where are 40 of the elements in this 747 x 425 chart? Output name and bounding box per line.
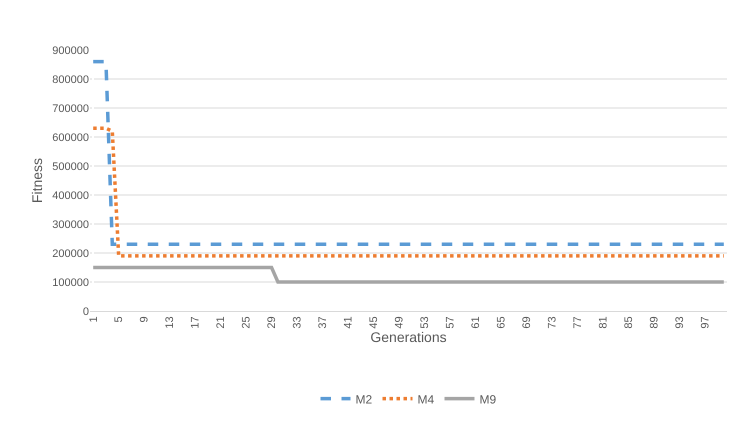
y-tick-label: 300000: [52, 218, 89, 231]
x-tick-label: 69: [520, 316, 533, 329]
x-tick-label: 41: [342, 316, 355, 329]
x-tick-label: 37: [317, 316, 330, 329]
x-tick-label: 45: [368, 316, 380, 329]
x-tick-label: 93: [674, 316, 686, 329]
y-tick-label: 100000: [52, 276, 89, 289]
x-tick-label: 65: [495, 316, 508, 329]
x-tick-label: 25: [240, 316, 253, 329]
x-tick-label: 49: [394, 316, 406, 329]
x-tick-label: 53: [419, 316, 432, 329]
y-tick-label: 500000: [52, 160, 89, 173]
x-tick-label: 33: [292, 316, 304, 329]
y-tick-label: 0: [82, 306, 89, 318]
legend-label: M9: [479, 392, 496, 406]
x-tick-label: 5: [113, 316, 126, 323]
y-tick-label: 200000: [52, 248, 89, 260]
y-tick-label: 800000: [52, 74, 89, 86]
y-tick-label: 400000: [52, 190, 89, 202]
x-tick-label: 97: [699, 316, 712, 329]
x-tick-label: 1: [88, 316, 100, 323]
x-tick-label: 73: [546, 316, 558, 329]
x-tick-label: 17: [190, 316, 202, 329]
x-tick-label: 29: [266, 316, 278, 329]
x-axis-title: Generations: [370, 328, 447, 345]
x-tick-label: 57: [444, 316, 456, 329]
legend-label: M2: [356, 392, 372, 406]
x-tick-label: 13: [164, 316, 176, 329]
x-tick-label: 61: [470, 316, 482, 329]
x-tick-label: 89: [648, 316, 660, 329]
x-tick-label: 9: [138, 316, 151, 323]
y-tick-label: 900000: [52, 44, 89, 57]
y-axis-title: Fitness: [28, 158, 45, 204]
y-tick-label: 700000: [52, 102, 89, 115]
x-tick-label: 85: [622, 316, 635, 329]
y-tick-label: 600000: [52, 132, 89, 144]
x-tick-label: 77: [572, 316, 584, 329]
x-tick-label: 21: [215, 316, 228, 329]
x-tick-label: 81: [597, 316, 610, 329]
legend-label: M4: [417, 392, 434, 406]
